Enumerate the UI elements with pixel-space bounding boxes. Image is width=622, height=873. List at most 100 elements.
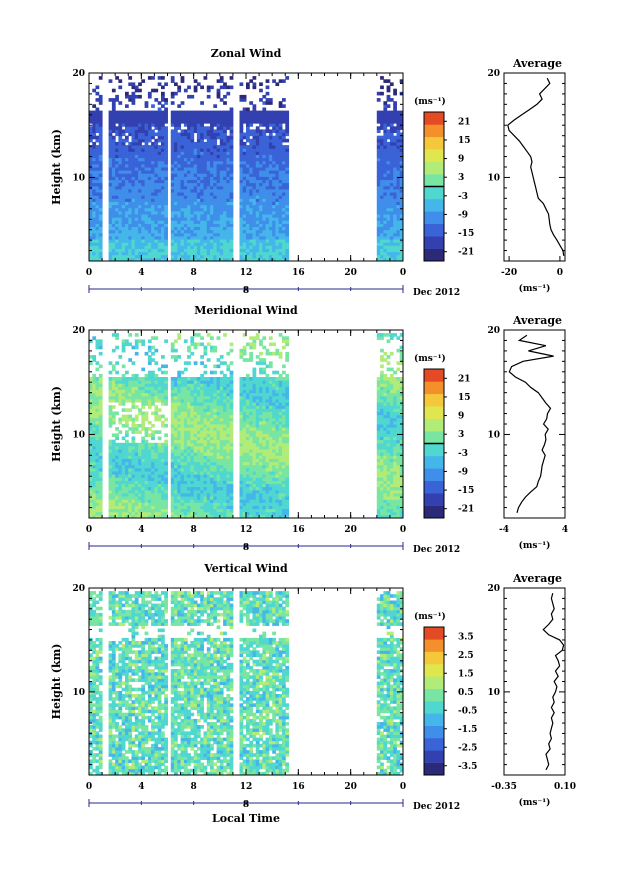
heatmap-cell: [144, 248, 149, 253]
heatmap-cell: [141, 185, 146, 190]
heatmap-cell: [396, 257, 401, 262]
heatmap-cell: [249, 154, 254, 159]
heatmap-cell: [170, 442, 175, 447]
heatmap-cell: [95, 207, 100, 212]
heatmap-cell: [249, 248, 254, 253]
heatmap-cell: [118, 217, 123, 221]
heatmap-cell: [108, 380, 113, 384]
heatmap-cell: [226, 251, 231, 256]
heatmap-cell: [151, 148, 155, 152]
heatmap-cell: [111, 514, 116, 519]
heatmap-cell: [141, 342, 146, 347]
heatmap-cell: [115, 514, 119, 519]
heatmap-cell: [183, 461, 188, 466]
heatmap-cell: [92, 214, 97, 218]
heatmap-cell: [108, 383, 113, 387]
heatmap-cell: [389, 185, 394, 190]
heatmap-cell: [183, 141, 188, 146]
heatmap-cell: [128, 176, 133, 181]
heatmap-cell: [285, 179, 290, 184]
heatmap-cell: [147, 427, 152, 431]
heatmap-cell: [111, 477, 116, 481]
heatmap-cell: [174, 483, 178, 488]
heatmap-cell: [210, 452, 214, 456]
heatmap-cell: [164, 235, 168, 240]
heatmap-cell: [138, 82, 142, 87]
heatmap-cell: [183, 508, 188, 513]
heatmap-cell: [278, 188, 283, 193]
heatmap-cell: [183, 232, 188, 237]
heatmap-cell: [154, 411, 159, 416]
heatmap-cell: [200, 449, 204, 453]
heatmap-cell: [265, 207, 270, 212]
heatmap-cell: [164, 339, 168, 344]
heatmap-cell: [249, 176, 254, 181]
heatmap-cell: [226, 214, 231, 218]
heatmap-cell: [95, 176, 100, 181]
heatmap-cell: [190, 170, 195, 174]
heatmap-cell: [259, 135, 263, 140]
heatmap-cell: [128, 163, 133, 168]
heatmap-cell: [157, 383, 162, 387]
heatmap-cell: [138, 474, 142, 478]
heatmap-cell: [216, 113, 221, 118]
heatmap-cell: [187, 427, 191, 431]
heatmap-cell: [196, 192, 201, 196]
heatmap-cell: [242, 163, 247, 168]
heatmap-cell: [239, 176, 244, 181]
heatmap-cell: [210, 179, 214, 184]
heatmap-cell: [200, 210, 204, 215]
heatmap-cell: [128, 235, 133, 240]
heatmap-cell: [196, 245, 201, 249]
heatmap-cell: [193, 195, 198, 199]
heatmap-cell: [95, 380, 100, 384]
heatmap-cell: [121, 188, 126, 193]
heatmap-cell: [164, 242, 168, 246]
heatmap-cell: [242, 141, 247, 146]
heatmap-cell: [206, 377, 211, 381]
heatmap-cell: [151, 455, 155, 459]
colorbar-swatch: [424, 124, 444, 138]
heatmap-cell: [111, 445, 116, 450]
heatmap-cell: [95, 201, 100, 206]
heatmap-cell: [206, 185, 211, 190]
heatmap-cell: [183, 492, 188, 497]
heatmap-cell: [193, 408, 198, 412]
heatmap-cell: [196, 232, 201, 237]
heatmap-cell: [115, 214, 119, 218]
heatmap-cell: [134, 220, 139, 224]
colorbar-swatch: [424, 112, 444, 125]
heatmap-cell: [161, 148, 165, 152]
heatmap-cell: [98, 160, 103, 165]
heatmap-cell: [170, 242, 175, 246]
heatmap-cell: [187, 257, 191, 262]
heatmap-cell: [151, 157, 155, 162]
heatmap-cell: [272, 110, 276, 115]
heatmap-cell: [200, 383, 204, 387]
heatmap-cell: [154, 471, 159, 475]
heatmap-cell: [147, 204, 152, 209]
heatmap-cell: [219, 239, 224, 243]
heatmap-cell: [196, 392, 201, 397]
heatmap-cell: [180, 173, 185, 177]
heatmap-cell: [89, 138, 93, 143]
heatmap-cell: [95, 427, 100, 431]
heatmap-cell: [131, 160, 136, 165]
heatmap-cell: [98, 110, 103, 115]
heatmap-cell: [134, 160, 139, 165]
heatmap-cell: [213, 198, 218, 202]
heatmap-cell: [164, 201, 168, 206]
heatmap-cell: [393, 135, 397, 140]
heatmap-cell: [196, 257, 201, 262]
heatmap-cell: [210, 204, 214, 209]
heatmap-cell: [115, 345, 119, 350]
heatmap-cell: [180, 461, 185, 466]
heatmap-cell: [111, 123, 116, 127]
heatmap-cell: [223, 167, 227, 171]
heatmap-cell: [223, 173, 227, 177]
heatmap-cell: [157, 132, 162, 137]
heatmap-cell: [213, 467, 218, 472]
heatmap-cell: [95, 514, 100, 519]
heatmap-cell: [141, 449, 146, 453]
heatmap-cell: [190, 511, 195, 516]
